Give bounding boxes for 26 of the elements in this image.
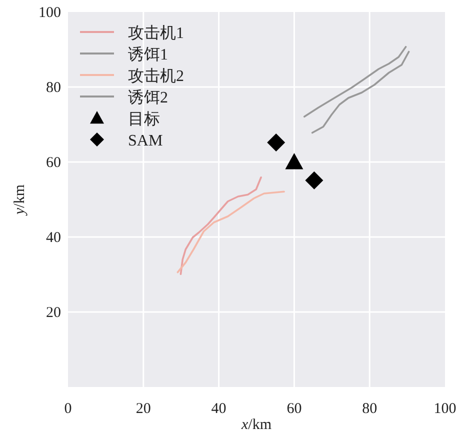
legend-label: 目标 <box>128 111 160 128</box>
x-tick-label: 60 <box>286 401 302 417</box>
line-series <box>176 190 285 274</box>
y-tick-label: 100 <box>38 5 61 21</box>
line-series <box>303 46 407 118</box>
legend-label: 诱饵1 <box>128 46 168 64</box>
x-axis-title: x/km <box>240 417 272 431</box>
y-tick-label: 60 <box>46 155 61 171</box>
legend-label: 攻击机2 <box>128 67 184 85</box>
x-tick-label: 40 <box>211 401 226 417</box>
x-tick-label: 80 <box>362 401 378 417</box>
x-tick-label: 20 <box>136 401 151 417</box>
x-tick-label: 100 <box>434 401 456 417</box>
y-tick-label: 40 <box>46 230 61 246</box>
point <box>285 153 304 170</box>
point <box>305 171 324 190</box>
line-series <box>180 176 262 276</box>
y-axis-title: y/km <box>12 184 28 217</box>
line-series <box>311 50 410 134</box>
point <box>267 134 286 152</box>
x-tick-label: 0 <box>64 401 72 417</box>
legend-label: 诱饵2 <box>128 88 168 106</box>
legend-label: SAM <box>128 132 163 150</box>
legend-label: 攻击机1 <box>128 24 184 42</box>
y-tick-label: 80 <box>46 80 61 96</box>
y-tick-label: 20 <box>46 305 61 321</box>
